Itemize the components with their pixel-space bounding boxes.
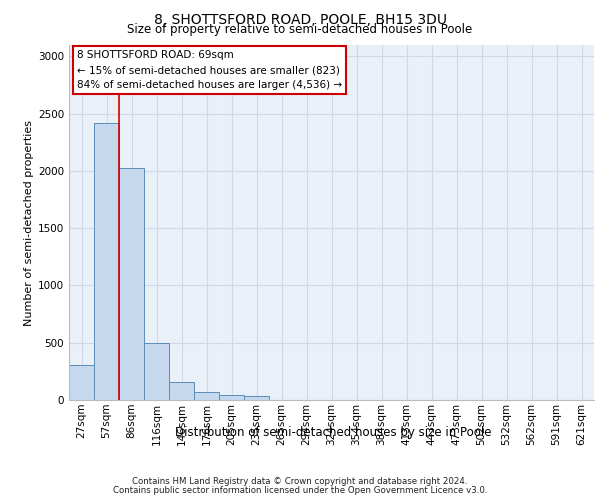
Bar <box>244 396 269 400</box>
Text: Contains HM Land Registry data © Crown copyright and database right 2024.: Contains HM Land Registry data © Crown c… <box>132 478 468 486</box>
Text: Size of property relative to semi-detached houses in Poole: Size of property relative to semi-detach… <box>127 24 473 36</box>
Y-axis label: Number of semi-detached properties: Number of semi-detached properties <box>24 120 34 326</box>
Text: 8, SHOTTSFORD ROAD, POOLE, BH15 3DU: 8, SHOTTSFORD ROAD, POOLE, BH15 3DU <box>154 12 446 26</box>
Bar <box>69 364 94 400</box>
Text: Distribution of semi-detached houses by size in Poole: Distribution of semi-detached houses by … <box>175 426 491 439</box>
Text: 8 SHOTTSFORD ROAD: 69sqm
← 15% of semi-detached houses are smaller (823)
84% of : 8 SHOTTSFORD ROAD: 69sqm ← 15% of semi-d… <box>77 50 342 90</box>
Bar <box>119 168 144 400</box>
Bar <box>219 395 244 400</box>
Bar <box>144 342 169 400</box>
Text: Contains public sector information licensed under the Open Government Licence v3: Contains public sector information licen… <box>113 486 487 495</box>
Bar <box>194 392 219 400</box>
Bar <box>169 382 194 400</box>
Bar <box>94 123 119 400</box>
